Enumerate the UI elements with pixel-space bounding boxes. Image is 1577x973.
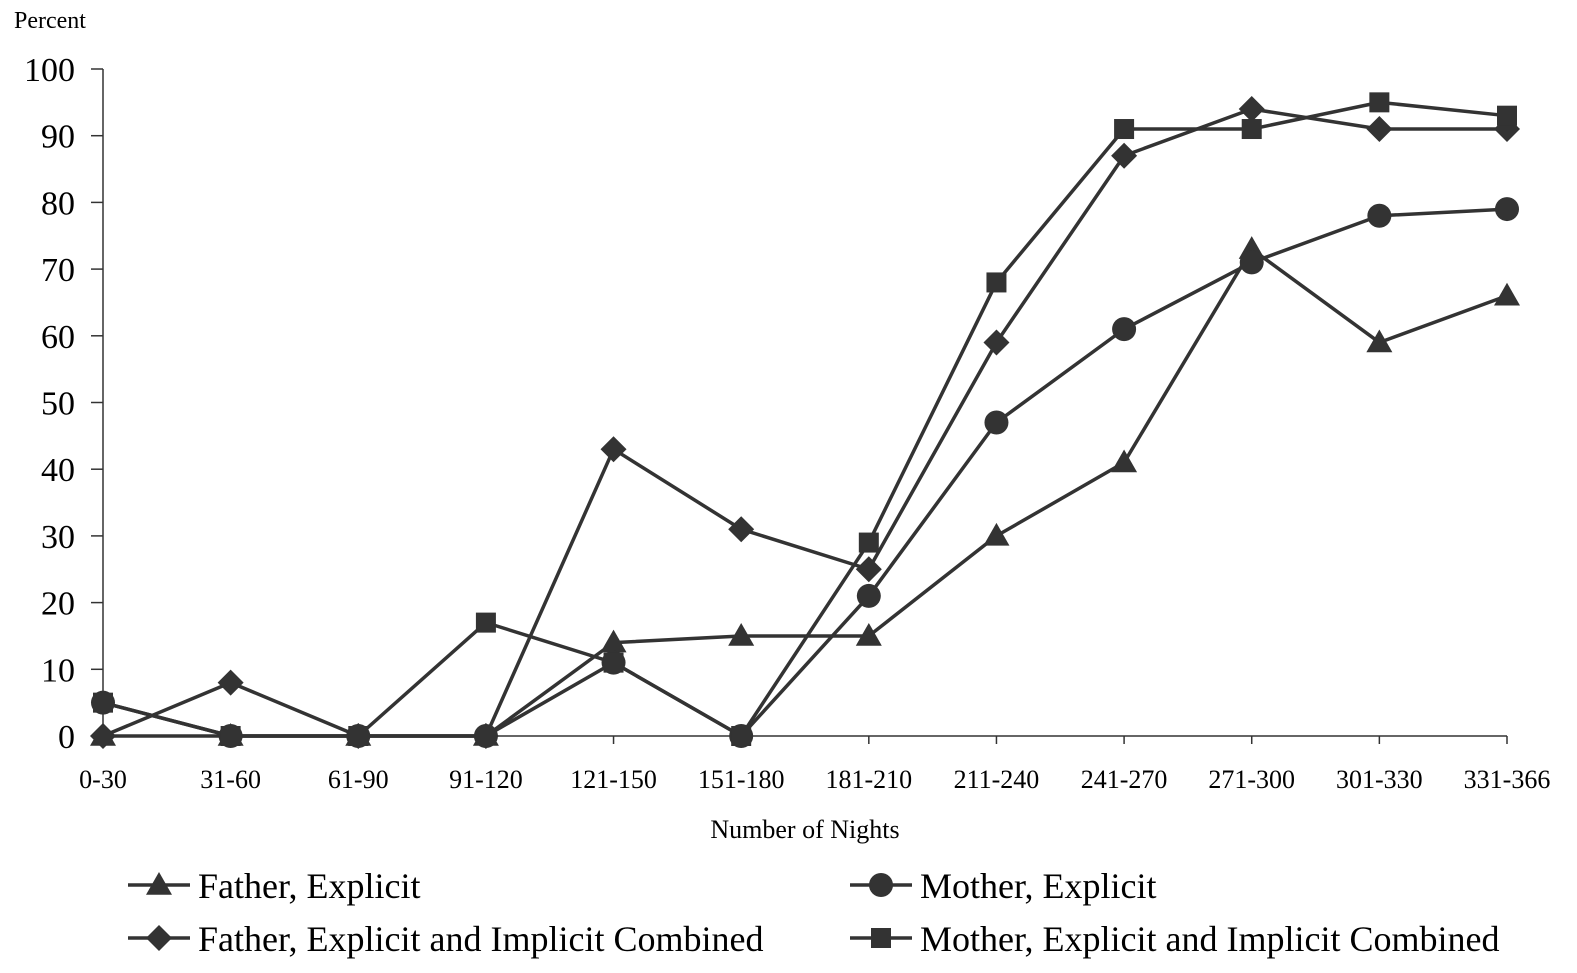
data-point-square [731,726,752,746]
legend: Father, Explicit Mother, Explicit Father, … [128,866,1499,959]
legend-label: Mother, Explicit and Implicit Combined [920,919,1499,959]
legend-label: Father, Explicit [198,866,421,906]
series-lines [102,100,1508,738]
y-tick-label: 70 [41,252,75,289]
data-point-square [1114,119,1135,140]
data-point-square [986,272,1007,293]
series-line-1 [103,247,1508,738]
data-point-diamond [983,329,1010,356]
data-point-diamond [855,556,882,583]
x-tick-label: 241-270 [1081,765,1168,794]
series-line-2 [102,207,1508,738]
x-axis-title: Number of Nights [710,815,899,844]
x-tick-labels: 0-30 31-60 61-90 91-120 121-150 151-180 181-21… [79,765,1550,794]
series-line-4 [102,100,1508,738]
axes [91,68,1508,744]
data-point-diamond [1238,96,1265,123]
x-tick-label: 301-330 [1336,765,1423,794]
legend-marker-square [871,928,891,948]
legend-label: Father, Explicit and Implicit Combined [198,919,763,959]
data-point-triangle [1494,282,1520,306]
data-point-square [1497,105,1517,126]
x-tick-label: 151-180 [698,765,785,794]
y-axis-title: Percent [14,8,86,34]
data-point-square [475,612,496,633]
data-point-diamond [217,669,244,696]
x-tick-label: 91-120 [449,765,523,794]
data-point-diamond [472,723,499,749]
x-tick-label: 271-300 [1208,765,1295,794]
x-tick-label: 331-366 [1464,765,1551,794]
x-tick-label: 121-150 [570,765,657,794]
data-point-diamond [1111,142,1138,169]
data-point-square [93,692,113,713]
data-point-triangle [1111,449,1138,473]
data-point-circle [1367,203,1392,228]
y-tick-label: 40 [41,452,75,489]
x-tick-label: 211-240 [954,765,1040,794]
series-line-3 [102,107,1507,738]
legend-marker-circle [869,873,893,897]
data-point-diamond [90,723,116,749]
data-point-square [603,652,624,673]
x-tick-label: 31-60 [200,765,261,794]
data-point-square [348,726,369,746]
y-tick-label: 100 [24,52,75,89]
data-point-square [858,532,879,553]
data-point-circle [1239,250,1264,275]
data-point-triangle [728,622,755,646]
data-point-square [1369,92,1390,113]
legend-label: Mother, Explicit [920,866,1157,906]
data-point-triangle [855,622,882,646]
data-point-triangle [1366,329,1393,353]
legend-marker-triangle [146,872,172,895]
data-point-triangle [983,522,1010,546]
y-tick-labels: 0 10 20 30 40 50 60 70 80 90 100 [24,52,75,756]
data-point-square [1241,119,1262,140]
legend-marker-diamond [146,925,172,951]
y-tick-label: 80 [41,185,75,222]
data-point-circle [856,583,881,608]
y-tick-label: 20 [41,586,75,623]
y-tick-label: 10 [41,652,75,689]
data-point-circle [1112,317,1137,342]
series-markers [90,92,1520,749]
y-tick-label: 30 [41,519,75,556]
y-tick-label: 90 [41,119,75,156]
y-tick-label: 0 [58,719,75,756]
x-tick-label: 61-90 [328,765,389,794]
data-point-triangle [600,629,627,653]
x-tick-label: 0-30 [79,765,127,794]
data-point-diamond [1366,116,1393,143]
data-point-diamond [728,516,755,543]
y-tick-label: 60 [41,319,75,356]
y-tick-label: 50 [41,386,75,423]
data-point-diamond [600,436,627,463]
data-point-circle [1495,197,1519,222]
x-tick-label: 181-210 [825,765,912,794]
data-point-circle [984,410,1009,435]
data-point-square [220,726,241,746]
